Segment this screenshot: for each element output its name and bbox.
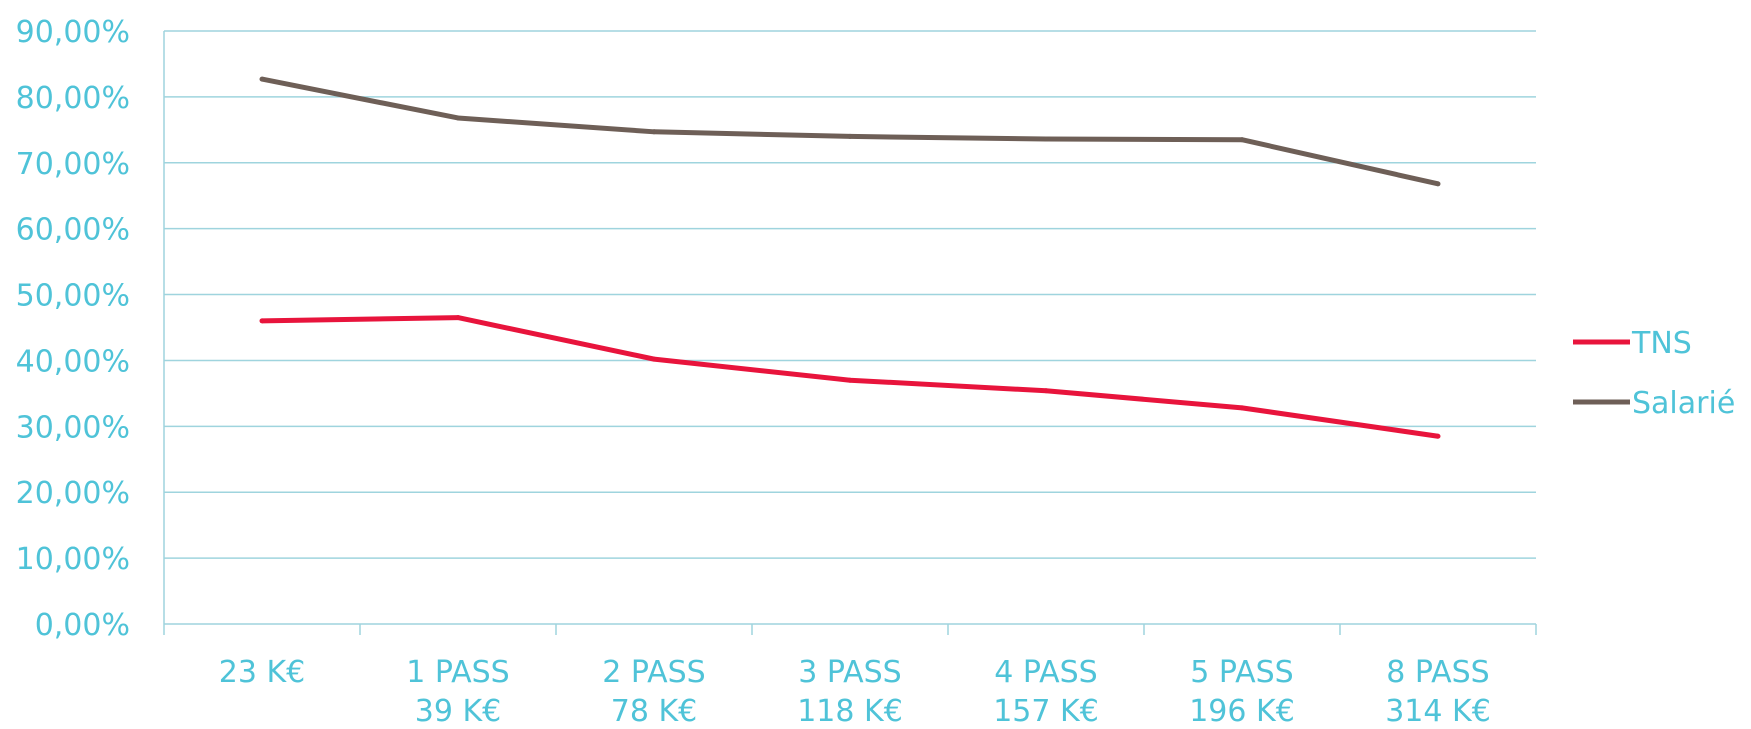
x-tick-label-line: 157 K€: [993, 694, 1099, 729]
x-tick-label-line: 4 PASS: [994, 655, 1097, 690]
x-tick-label: 8 PASS 314 K€: [1385, 655, 1491, 729]
x-tick-label-line: 23 K€: [219, 655, 305, 690]
data-point: [651, 356, 657, 362]
x-tick-label-line: 314 K€: [1385, 694, 1491, 729]
legend-label: TNS: [1631, 326, 1692, 361]
series-line-salarie: [261, 76, 1439, 187]
axes: [163, 31, 1537, 635]
data-point: [1435, 181, 1441, 187]
y-tick-label: 50,00%: [16, 279, 130, 314]
y-tick-label: 60,00%: [16, 213, 130, 248]
y-tick-label: 10,00%: [16, 542, 130, 577]
x-tick-label-line: 1 PASS: [406, 655, 509, 690]
data-point: [259, 76, 265, 82]
y-tick-label: 70,00%: [16, 147, 130, 182]
y-tick-label: 80,00%: [16, 81, 130, 116]
x-tick-label-line: 5 PASS: [1190, 655, 1293, 690]
x-tick-label-line: 196 K€: [1189, 694, 1295, 729]
x-tick-label-line: 2 PASS: [602, 655, 705, 690]
data-point: [1435, 433, 1441, 439]
data-point: [847, 133, 853, 139]
data-point: [1043, 136, 1049, 142]
data-point: [1239, 137, 1245, 143]
y-tick-label: 0,00%: [35, 608, 130, 643]
data-point: [259, 318, 265, 324]
x-tick-label: 23 K€: [219, 655, 305, 690]
y-tick-label: 20,00%: [16, 476, 130, 511]
legend-item: TNS: [1573, 326, 1692, 361]
legend-label: Salarié: [1632, 386, 1735, 421]
x-tick-label-line: 118 K€: [797, 694, 903, 729]
data-point: [847, 377, 853, 383]
y-tick-label: 30,00%: [16, 410, 130, 445]
x-tick-label: 5 PASS 196 K€: [1189, 655, 1295, 729]
y-tick-label: 90,00%: [16, 15, 130, 50]
legend-item: Salarié: [1573, 386, 1735, 421]
gridlines: [164, 30, 1536, 559]
x-axis-tick-labels: 23 K€ 1 PASS 39 K€ 2 PASS 78 K€ 3 PASS 118 K€ 4…: [219, 655, 1491, 729]
x-tick-label-line: 3 PASS: [798, 655, 901, 690]
data-point: [455, 315, 461, 321]
legend: TNS Salarié: [1573, 326, 1735, 421]
x-tick-label: 1 PASS 39 K€: [406, 655, 509, 729]
x-tick-label: 2 PASS 78 K€: [602, 655, 705, 729]
y-axis-tick-labels: 0,00% 10,00% 20,00% 30,00% 40,00% 50,00% 60,00…: [16, 15, 130, 643]
series-lines: [259, 76, 1441, 439]
x-tick-label-line: 39 K€: [415, 694, 501, 729]
data-point: [651, 129, 657, 135]
x-tick-label-line: 78 K€: [611, 694, 697, 729]
series-line-tns: [261, 315, 1439, 439]
x-tick-label: 4 PASS 157 K€: [993, 655, 1099, 729]
y-tick-label: 40,00%: [16, 344, 130, 379]
x-tick-label: 3 PASS 118 K€: [797, 655, 903, 729]
x-tick-label-line: 8 PASS: [1386, 655, 1489, 690]
data-point: [1239, 405, 1245, 411]
data-point: [1043, 388, 1049, 394]
data-point: [455, 115, 461, 121]
